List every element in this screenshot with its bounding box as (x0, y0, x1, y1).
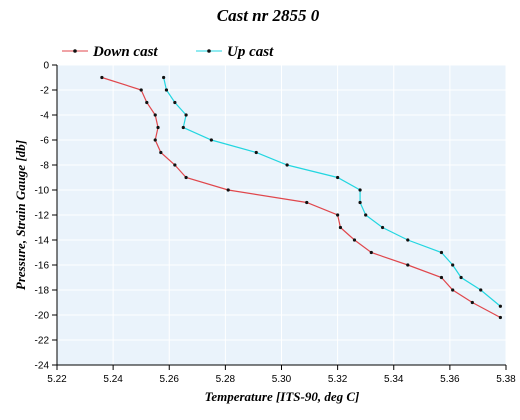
data-point-up-cast (451, 263, 455, 267)
x-tick-label: 5.36 (440, 374, 460, 385)
y-tick-label: -16 (35, 261, 50, 272)
x-tick-label: 5.34 (384, 374, 404, 385)
y-tick-label: -20 (35, 311, 50, 322)
data-point-up-cast (358, 188, 362, 192)
x-tick-label: 5.30 (272, 374, 292, 385)
data-point-up-cast (498, 304, 502, 308)
data-point-up-cast (285, 163, 289, 167)
data-point-down-cast (451, 288, 455, 292)
data-point-down-cast (338, 225, 343, 230)
y-tick-label: -4 (40, 111, 49, 122)
data-point-down-cast (439, 275, 444, 280)
legend-marker-up-cast (207, 49, 211, 53)
data-point-up-cast (406, 238, 410, 242)
data-point-down-cast (156, 125, 160, 130)
legend-item-down-cast: Down cast (62, 44, 158, 60)
x-tick-label: 5.24 (103, 374, 123, 385)
y-tick-label: -22 (35, 336, 50, 347)
data-point-up-cast (479, 288, 483, 292)
data-point-down-cast (369, 250, 373, 255)
data-point-up-cast (181, 125, 185, 130)
legend-label-up-cast: Up cast (227, 44, 274, 60)
y-tick-label: -18 (35, 286, 50, 297)
data-point-down-cast (336, 213, 340, 217)
data-point-down-cast (470, 300, 474, 305)
data-point-down-cast (406, 263, 410, 267)
x-axis-label: Temperature [ITS-90, deg C] (205, 389, 360, 404)
y-tick-label: -10 (35, 186, 50, 197)
legend-item-up-cast: Up cast (196, 44, 274, 60)
data-point-up-cast (459, 275, 463, 280)
data-point-up-cast (209, 138, 213, 142)
y-tick-label: -2 (40, 86, 49, 97)
series-group (100, 75, 502, 320)
y-tick-label: -24 (35, 361, 50, 372)
data-point-down-cast (153, 113, 157, 117)
data-point-down-cast (173, 163, 177, 167)
data-point-up-cast (173, 100, 177, 105)
data-point-down-cast (305, 200, 309, 205)
x-tick-label: 5.22 (47, 374, 67, 385)
data-point-up-cast (162, 75, 166, 80)
data-point-down-cast (145, 100, 149, 105)
chart-title: Cast nr 2855 0 (217, 6, 320, 25)
legend-label-down-cast: Down cast (92, 44, 158, 60)
data-point-up-cast (184, 113, 188, 117)
data-point-up-cast (336, 175, 340, 180)
y-tick-label: 0 (43, 61, 49, 72)
data-point-down-cast (226, 188, 230, 192)
data-point-up-cast (364, 213, 368, 217)
data-point-down-cast (184, 175, 188, 180)
data-point-up-cast (380, 225, 385, 230)
y-tick-label: -14 (35, 236, 50, 247)
y-tick-label: -8 (40, 161, 49, 172)
data-point-down-cast (352, 238, 357, 242)
x-tick-label: 5.38 (496, 374, 516, 385)
data-point-down-cast (153, 138, 157, 142)
legend-marker-down-cast (73, 49, 77, 53)
data-point-up-cast (439, 250, 444, 255)
x-tick-label: 5.26 (160, 374, 180, 385)
x-tick-label: 5.28 (216, 374, 236, 385)
data-point-up-cast (254, 150, 258, 155)
y-tick-label: -12 (35, 211, 50, 222)
legend: Down cast Up cast (62, 44, 274, 60)
data-point-down-cast (100, 75, 104, 80)
data-point-down-cast (139, 88, 143, 92)
data-point-down-cast (159, 150, 163, 155)
x-tick-label: 5.32 (328, 374, 348, 385)
y-axis-label: Pressure, Strain Gauge [db] (13, 140, 28, 290)
y-tick-label: -6 (40, 136, 49, 147)
data-point-up-cast (164, 88, 169, 92)
series-line-down-cast (101, 76, 501, 319)
data-point-up-cast (358, 200, 362, 205)
data-point-down-cast (498, 315, 502, 320)
axes: 5.22 5.24 5.26 5.28 5.30 5.32 5.34 5.36 5.38 0 -2 -… (35, 61, 517, 386)
